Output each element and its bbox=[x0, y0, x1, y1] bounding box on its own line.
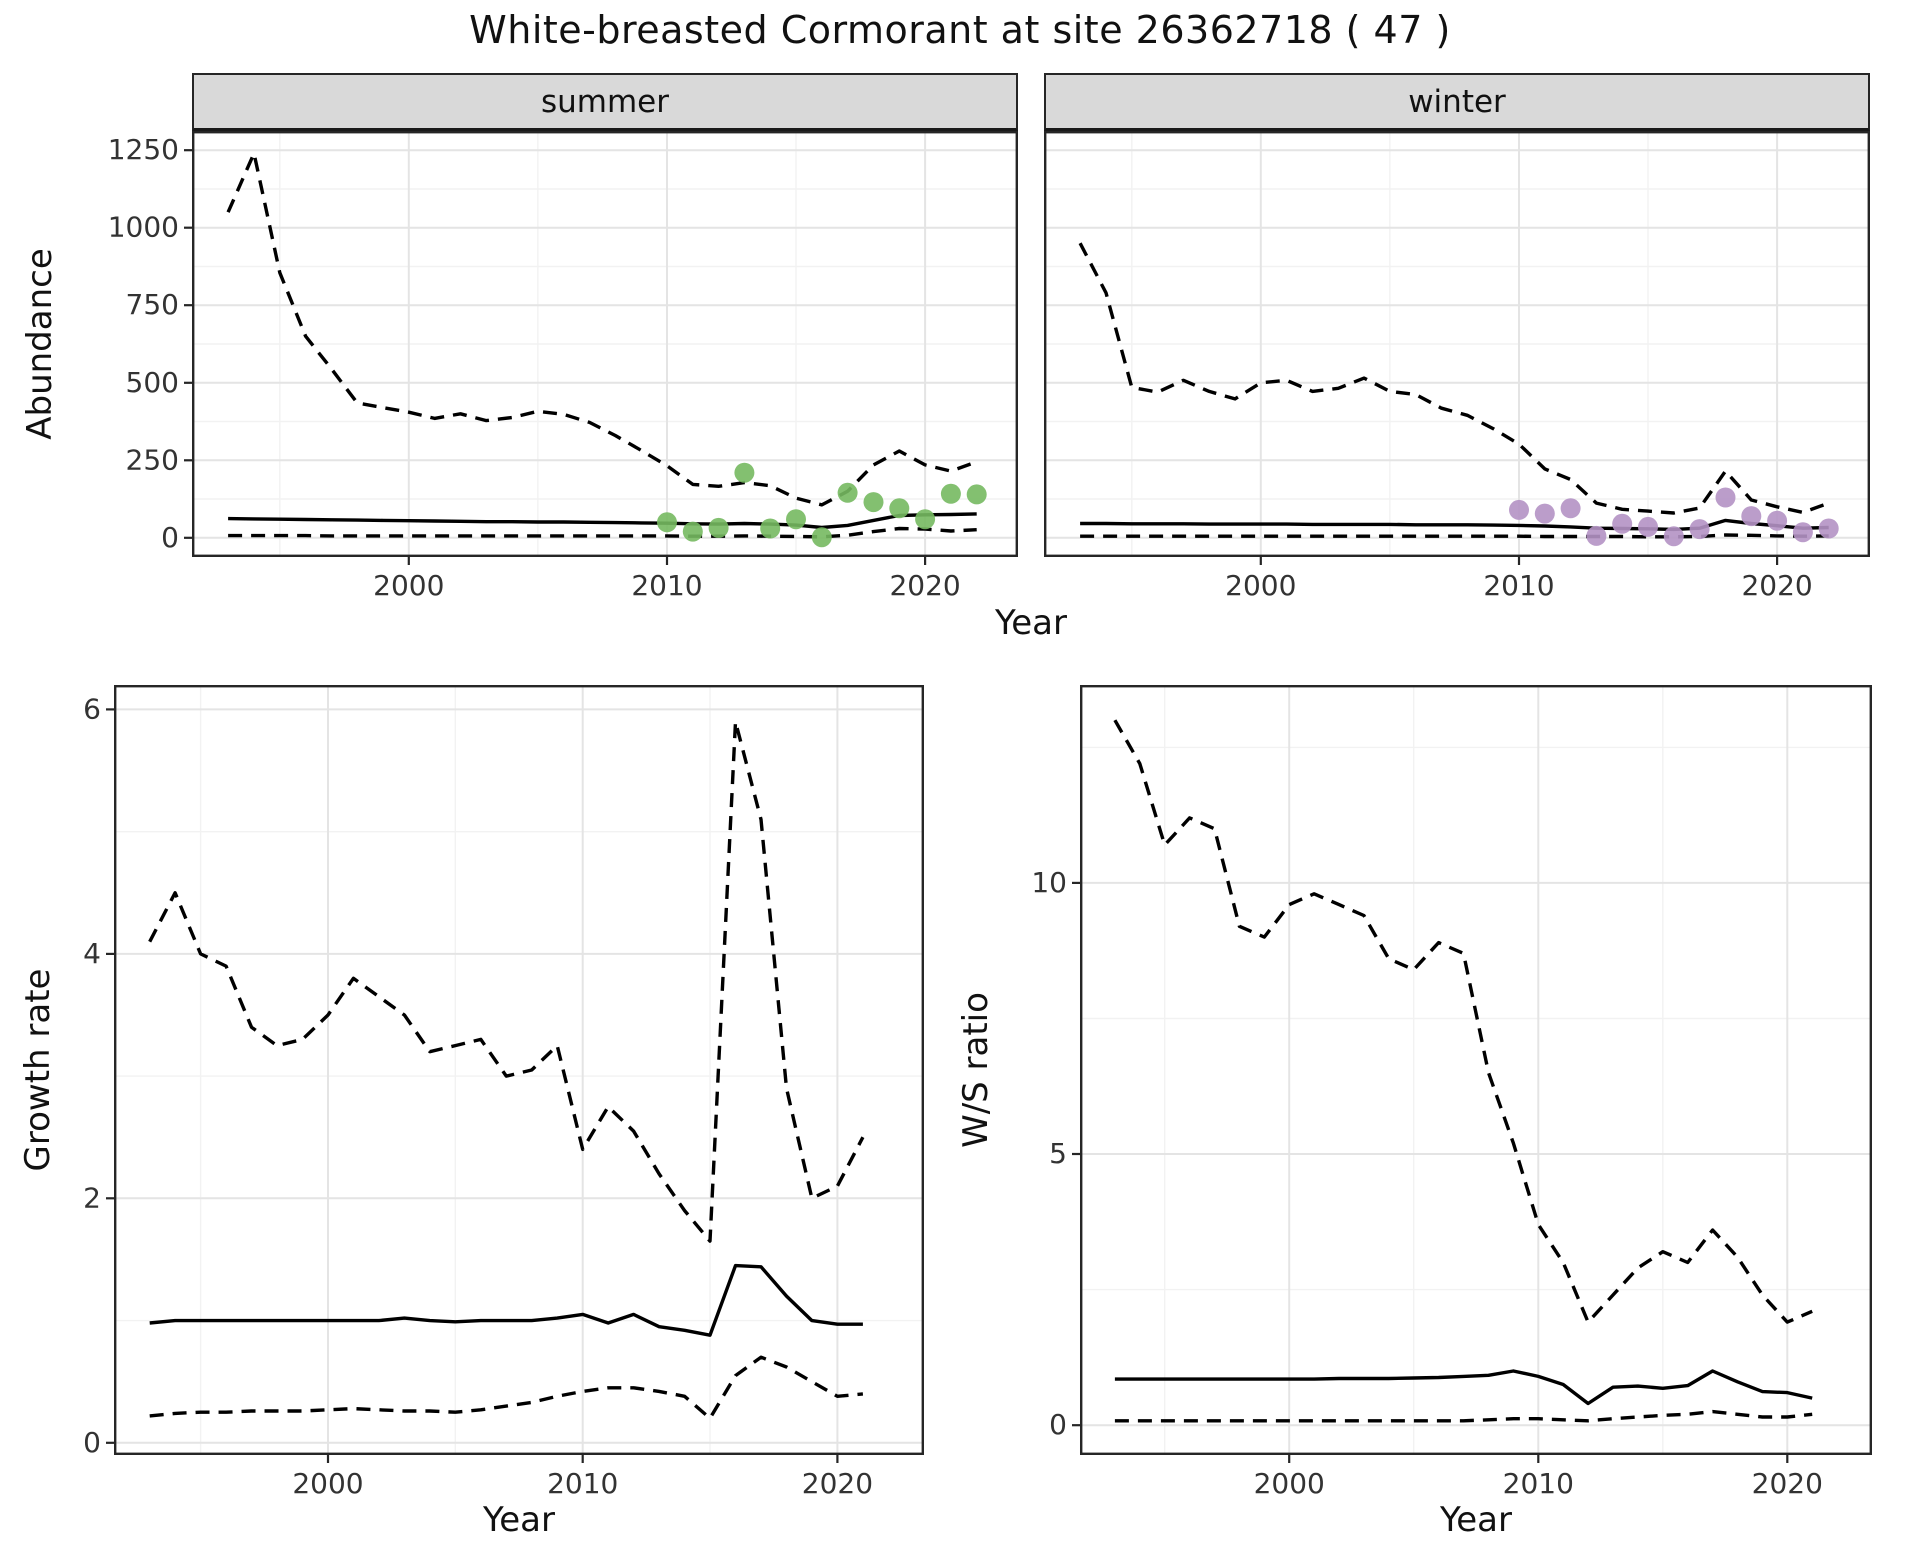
abundance-axis-title: Abundance bbox=[20, 248, 60, 440]
svg-text:2020: 2020 bbox=[889, 569, 960, 602]
ws-ratio-chart: 2000 2010 2020 0 5 10 bbox=[1031, 685, 1872, 1500]
svg-text:2010: 2010 bbox=[1503, 1467, 1574, 1500]
svg-text:2000: 2000 bbox=[1254, 1467, 1325, 1500]
svg-text:2000: 2000 bbox=[1225, 569, 1296, 602]
facet-strip-winter: winter bbox=[1044, 73, 1870, 131]
svg-text:2: 2 bbox=[83, 1181, 101, 1214]
svg-text:5: 5 bbox=[1049, 1137, 1067, 1170]
svg-text:2020: 2020 bbox=[802, 1467, 873, 1500]
svg-text:2000: 2000 bbox=[292, 1467, 363, 1500]
facet-strip-summer: summer bbox=[192, 73, 1018, 131]
svg-text:10: 10 bbox=[1031, 866, 1067, 899]
svg-text:1250: 1250 bbox=[108, 133, 179, 166]
top-year-axis-title: Year bbox=[995, 603, 1067, 643]
svg-text:2020: 2020 bbox=[1752, 1467, 1823, 1500]
chart-title: White-breasted Cormorant at site 2636271… bbox=[469, 8, 1451, 52]
ws-year-axis-title: Year bbox=[1440, 1500, 1512, 1540]
svg-text:2000: 2000 bbox=[373, 569, 444, 602]
ws-ratio-axis-title: W/S ratio bbox=[956, 992, 996, 1148]
summer-abundance-chart: 2000 2010 2020 0 250 500 750 1000 1250 bbox=[108, 131, 1018, 602]
svg-text:6: 6 bbox=[83, 692, 101, 725]
svg-text:750: 750 bbox=[126, 288, 179, 321]
facet-strip-winter-label: winter bbox=[1408, 83, 1506, 120]
svg-text:2010: 2010 bbox=[1483, 569, 1554, 602]
svg-text:500: 500 bbox=[126, 366, 179, 399]
svg-text:0: 0 bbox=[83, 1426, 101, 1459]
svg-text:2010: 2010 bbox=[631, 569, 702, 602]
facet-strip-summer-label: summer bbox=[540, 83, 669, 120]
svg-text:0: 0 bbox=[161, 521, 179, 554]
svg-text:0: 0 bbox=[1049, 1408, 1067, 1441]
svg-text:250: 250 bbox=[126, 443, 179, 476]
svg-text:2010: 2010 bbox=[547, 1467, 618, 1500]
svg-text:2020: 2020 bbox=[1741, 569, 1812, 602]
svg-text:4: 4 bbox=[83, 937, 101, 970]
winter-abundance-chart: 2000 2010 2020 bbox=[1044, 131, 1870, 602]
svg-text:1000: 1000 bbox=[108, 211, 179, 244]
growth-year-axis-title: Year bbox=[483, 1500, 555, 1540]
growth-rate-chart: 2000 2010 2020 0 2 4 6 bbox=[83, 685, 924, 1500]
